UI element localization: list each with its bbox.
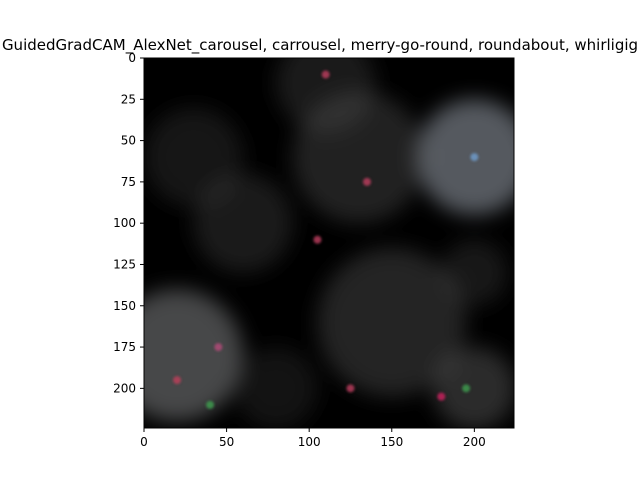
plot-area [144, 58, 514, 428]
y-tick-label: 50 [121, 134, 136, 148]
y-tick-label: 25 [121, 92, 136, 106]
bright-region-9 [234, 347, 318, 428]
x-tick-label: 50 [219, 435, 234, 449]
y-tick-label: 75 [121, 175, 136, 189]
x-tick-label: 150 [380, 435, 403, 449]
x-tick-label: 0 [140, 435, 148, 449]
color-speckle-6 [173, 376, 182, 385]
bright-region-7 [276, 58, 376, 133]
bright-region-6 [433, 347, 514, 428]
bright-region-0 [416, 99, 514, 215]
bright-region-8 [441, 239, 508, 306]
x-axis: 0 50 100 150 200 [140, 428, 486, 449]
x-tick-label: 200 [463, 435, 486, 449]
y-tick-label: 150 [113, 299, 136, 313]
saliency-bright-regions [144, 58, 514, 428]
bright-region-1 [144, 289, 244, 422]
saliency-color-speckles [173, 70, 479, 409]
y-axis: 0 25 50 75 100 125 150 175 200 [113, 51, 144, 395]
y-tick-label: 100 [113, 216, 136, 230]
bright-region-5 [317, 247, 467, 397]
y-tick-label: 200 [113, 381, 136, 395]
color-speckle-9 [346, 384, 355, 393]
color-speckle-5 [462, 384, 471, 393]
x-tick-label: 100 [298, 435, 321, 449]
color-speckle-1 [362, 177, 371, 186]
chart-title: GuidedGradCAM_AlexNet_carousel, carrouse… [2, 36, 638, 55]
y-tick-label: 0 [128, 51, 136, 65]
color-speckle-4 [437, 392, 446, 401]
color-speckle-2 [313, 235, 322, 244]
color-speckle-8 [321, 70, 330, 79]
color-speckle-7 [206, 400, 215, 409]
y-tick-label: 125 [113, 257, 136, 271]
y-tick-label: 175 [113, 340, 136, 354]
plot-frame [143, 57, 515, 429]
bright-region-4 [144, 107, 244, 207]
color-speckle-0 [470, 153, 479, 162]
color-speckle-3 [214, 343, 223, 352]
